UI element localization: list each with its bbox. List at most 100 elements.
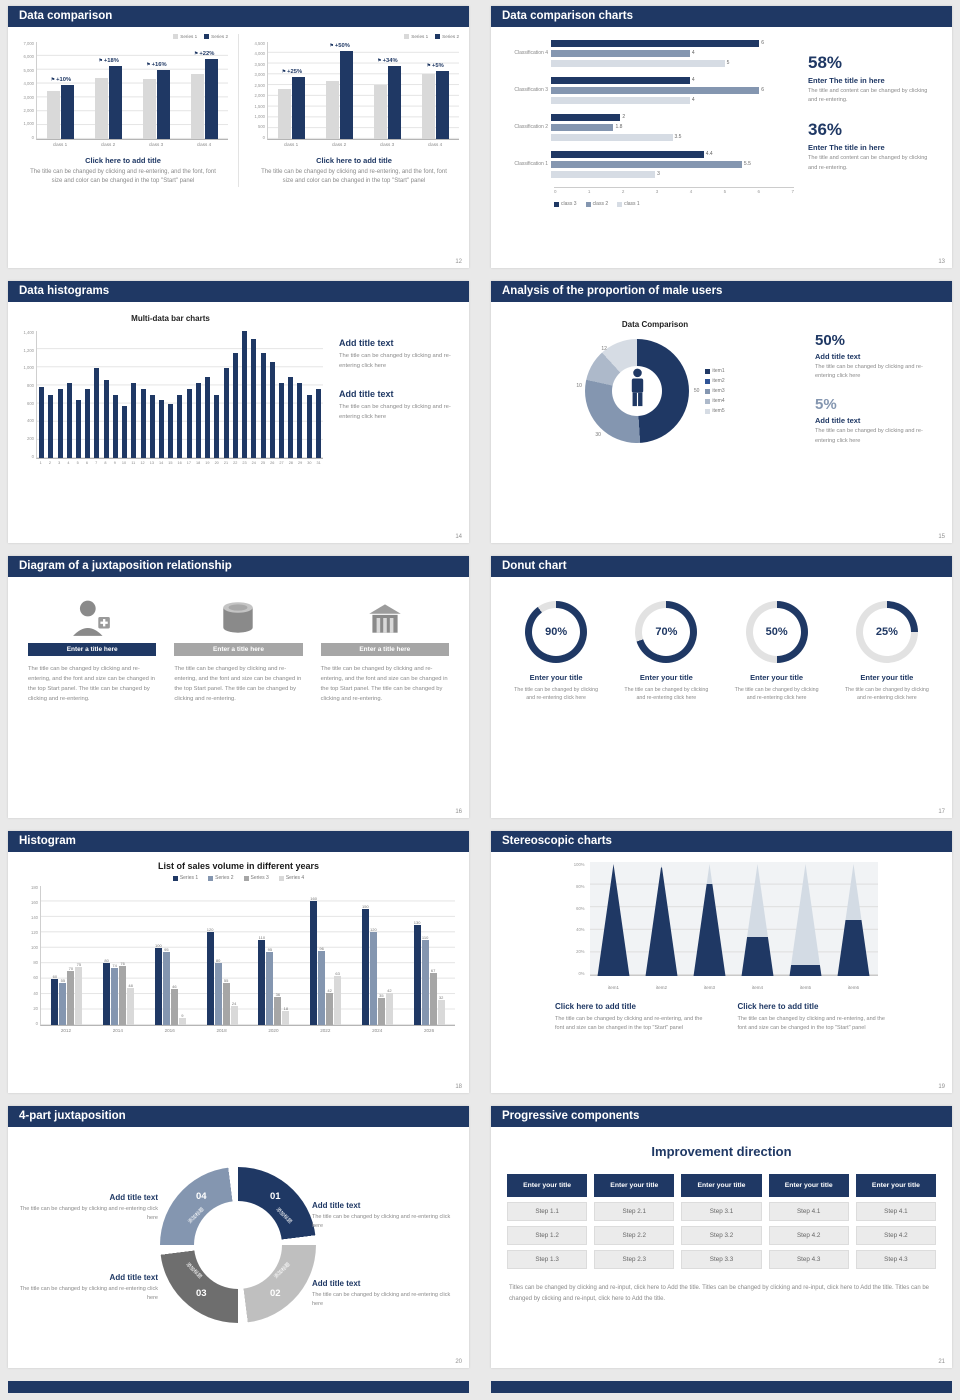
step-column: Enter your title Step 2.1 Step 2.2 Step … [594,1174,675,1269]
gauge-hole: 50% [752,608,801,656]
bar-group [55,331,64,458]
bar [421,940,429,1025]
slide-header: 4-part juxtaposition [8,1106,469,1127]
slide-title: Data comparison charts [502,10,634,22]
slide-20-four-part-juxtaposition[interactable]: 4-part juxtaposition 01 02 03 04 添加标题 添加… [8,1106,469,1368]
gauge-column: 50% Enter your title The title can be ch… [728,601,826,703]
chart-title: Data Comparison [621,320,689,329]
slide-16-juxtaposition-diagram[interactable]: Diagram of a juxtaposition relationship … [8,556,469,818]
slide-header: Stereoscopic charts [491,831,952,852]
building-icon [321,593,449,643]
diagram-column: Enter a title here The title can be chan… [320,593,449,705]
stat-block: 50% Add title text The title can be chan… [815,332,934,381]
gauge-percentage: 90% [545,626,568,638]
bar [251,339,257,458]
y-tick-label: 3,000 [23,94,34,100]
slide-18-histogram[interactable]: Histogram List of sales volume in differ… [8,831,469,1093]
donut-hole [612,366,663,416]
x-tick-label: 3 [58,461,61,465]
step-column: Enter your title Step 3.1 Step 3.2 Step … [681,1174,762,1269]
y-tick-label: 180 [31,885,38,890]
bar-value-label: 4 [691,77,695,83]
x-tick-label: class 2 [100,142,116,147]
step-item: Step 4.3 [768,1250,849,1269]
bar-value-label: 18 [283,1006,289,1012]
hbar-row: Classification 4 6 4 5 [499,39,794,67]
bar [334,976,342,1025]
x-axis: 2012 2014 2016 2018 2020 2022 2024 2026 [40,1026,455,1033]
x-tick-label: 11 [131,461,136,465]
flag-icon: ⚑ [329,42,334,49]
legend-item: item1 [705,368,725,374]
x-tick-label: class 1 [52,142,68,147]
slide-14-data-histograms[interactable]: Data histograms Multi-data bar charts 1,… [8,281,469,543]
bar-group [37,42,85,139]
gauge-title: Enter your title [639,673,693,682]
step-item: Step 1.3 [507,1250,588,1269]
bar-value-label: 60 [52,973,58,979]
legend-item: class 1 [617,201,640,207]
gauge-percentage: 70% [655,626,678,638]
bar [551,59,725,67]
bar-value-label: 80 [215,958,221,964]
bar [288,377,294,458]
block-body: The title can be changed by clicking and… [312,1292,451,1308]
bar-group: 110 95 36 18 [248,886,300,1025]
x-tick-label: class 2 [331,142,347,147]
bar-value-label: 24 [231,1001,237,1007]
bar-group [222,331,231,458]
chart-legend: Series 1 Series 2 Series 3 Series 4 [22,875,455,881]
stats-column: 58% Enter The title in here The title an… [794,39,940,207]
slide-13-data-comparison-charts[interactable]: Data comparison charts Classification 4 6… [491,6,952,268]
flag-icon: ⚑ [146,61,151,68]
stat-title: Enter The title in here [808,143,885,153]
slide-17-donut-chart[interactable]: Donut chart 90% Enter your title The tit… [491,556,952,818]
bar [269,361,275,458]
text-block: Click here to add title The title can be… [738,1002,895,1034]
grouped-bar-chart: Series 1 Series 2 Series 3 Series 4 180 160 14… [22,875,455,1033]
bar-group [102,331,111,458]
bar [223,368,229,458]
bar-value-label: 110 [258,935,266,941]
bar-value-label: 95 [164,946,169,952]
bar [387,65,401,139]
plot-area: ⚑+25% ⚑+50% ⚑+34% ⚑+5% [267,42,459,140]
slide-12-data-comparison[interactable]: Data comparison Series 1 Series 2 7,000 6,0… [8,6,469,268]
slide-19-stereoscopic-charts[interactable]: Stereoscopic charts 100% 80% 60% 40% 20% 0% i… [491,831,952,1093]
row-label: Classification 1 [514,161,548,167]
title-bar: Enter a title here [320,643,449,656]
percent-label: ⚑+22% [193,50,215,57]
page-number: 15 [938,534,945,540]
y-tick-label: 40 [33,990,38,996]
x-axis: item1 item2 item3 item4 item5 item6 [590,985,878,990]
donut-chart: 50 30 10 12 [576,339,699,443]
bar-value-label: 1.8 [615,124,623,130]
cone [645,864,678,976]
slide-title: Diagram of a juxtaposition relationship [19,560,232,572]
slide-21-progressive-components[interactable]: Progressive components Improvement direc… [491,1106,952,1368]
bar-value-label: 4 [691,97,695,103]
y-tick-label: 0% [578,970,585,976]
flag-icon: ⚑ [50,76,56,83]
slide-title: Analysis of the proportion of male users [502,285,723,297]
legend-swatch [208,875,214,881]
bar [326,992,334,1025]
panel-title: Click here to add title [85,156,161,165]
step-item: Step 4.1 [855,1202,936,1221]
bar-group [194,331,203,458]
ring-diagram: 01 02 03 04 添加标题 添加标题 添加标题 添加标题 [160,1167,316,1323]
bar [111,967,119,1025]
y-tick-label: 500 [258,124,265,130]
slide-15-male-users-proportion[interactable]: Analysis of the proportion of male users… [491,281,952,543]
y-tick-label: 6,000 [23,54,34,60]
x-tick-label: 7 [791,189,794,194]
bar [59,982,67,1025]
block-body: The title can be changed by clicking and… [312,1214,451,1230]
y-tick-label: 1,500 [254,103,265,109]
bar-value-label: 70 [68,965,74,971]
male-person-icon [628,368,647,415]
bar-value-label: 120 [370,927,377,933]
text-block: Click here to add title The title can be… [555,1002,712,1034]
bar [170,989,178,1025]
